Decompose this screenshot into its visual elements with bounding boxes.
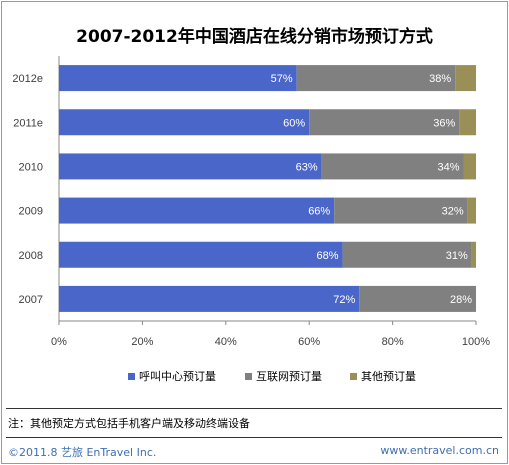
data-label: 32% <box>442 206 464 218</box>
legend-swatch <box>245 373 252 380</box>
legend-swatch <box>350 373 357 380</box>
data-label: 63% <box>296 161 318 173</box>
x-tick-label: 0% <box>51 336 67 348</box>
data-label: 66% <box>308 206 330 218</box>
legend-label: 其他预订量 <box>361 370 416 383</box>
data-label: 72% <box>333 294 355 306</box>
data-label: 57% <box>271 73 293 85</box>
bar-segment-2 <box>334 197 468 224</box>
footer-divider <box>6 437 502 438</box>
chart-title: 2007-2012年中国酒店在线分销市场预订方式 <box>76 27 433 47</box>
bar-segment-2 <box>359 285 476 312</box>
data-label: 31% <box>446 250 468 262</box>
data-label: 28% <box>450 294 472 306</box>
bar-segment-3 <box>467 197 476 224</box>
bar-segment-3 <box>459 109 476 136</box>
data-label: 34% <box>437 161 459 173</box>
bar-segment-2 <box>321 153 464 180</box>
legend-swatch <box>128 373 135 380</box>
y-tick-label: 2007 <box>19 294 43 306</box>
website-link[interactable]: www.entravel.com.cn <box>380 444 499 457</box>
data-label: 38% <box>429 73 451 85</box>
bar-segment-2 <box>342 241 472 268</box>
x-tick-label: 80% <box>382 336 404 348</box>
y-tick-label: 2011e <box>13 117 43 129</box>
y-tick-label: 2012e <box>12 73 43 85</box>
y-tick-label: 2009 <box>19 206 43 218</box>
y-tick-label: 2010 <box>19 161 43 173</box>
x-tick-label: 40% <box>215 336 237 348</box>
bar-segment-2 <box>309 109 460 136</box>
legend-label: 互联网预订量 <box>256 370 322 383</box>
bar-segment-1 <box>59 109 310 136</box>
bar-segment-1 <box>59 241 343 268</box>
data-label: 60% <box>283 117 305 129</box>
bar-segment-3 <box>455 65 476 92</box>
copyright-text: ©2011.8 艺旅 EnTravel Inc. <box>8 446 157 459</box>
bar-segment-1 <box>59 153 322 180</box>
legend-label: 呼叫中心预订量 <box>139 370 216 383</box>
note-divider <box>6 408 502 409</box>
y-tick-label: 2008 <box>19 250 43 262</box>
bar-segment-1 <box>59 65 297 92</box>
data-label: 68% <box>317 250 339 262</box>
data-label: 36% <box>433 117 455 129</box>
footnote: 注：其他预定方式包括手机客户端及移动终端设备 <box>8 417 250 430</box>
bar-segment-2 <box>296 65 456 92</box>
x-tick-label: 60% <box>298 336 320 348</box>
bar-segment-3 <box>471 241 476 268</box>
x-tick-label: 100% <box>462 336 490 348</box>
bar-segment-1 <box>59 197 335 224</box>
bar-segment-1 <box>59 285 360 312</box>
bar-segment-3 <box>463 153 476 180</box>
x-tick-label: 20% <box>131 336 153 348</box>
